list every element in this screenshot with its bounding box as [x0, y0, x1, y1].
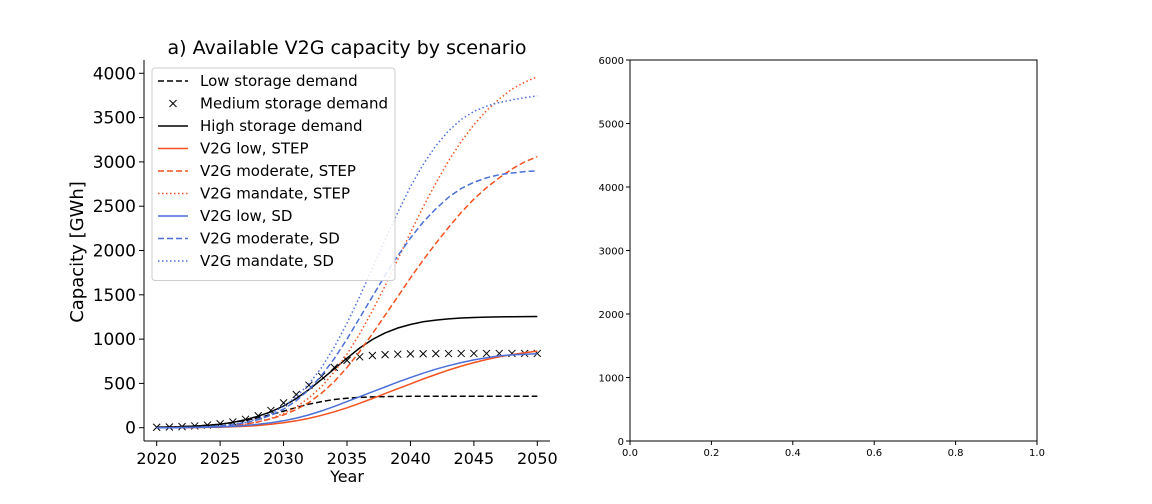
y-tick-label: 4000: [599, 183, 624, 194]
chart-b-ticks: 0.0 0.2 0.4 0.6 0.8 1.0 0 1000 2000 3000 4000 5000 6…: [599, 56, 1045, 459]
chart-a-title: a) Available V2G capacity by scenario: [167, 37, 526, 59]
y-tick-label: 3000: [93, 153, 136, 173]
data-point-marker: [152, 423, 161, 432]
x-tick-label: 2035: [327, 449, 368, 468]
legend-entry: V2G mandate, STEP: [158, 185, 350, 203]
x-tick-label: 0.4: [785, 448, 801, 459]
data-point-marker: [406, 350, 415, 358]
data-point-marker: [368, 351, 377, 360]
legend-entry: V2G moderate, STEP: [158, 162, 356, 180]
data-point-marker: [355, 352, 364, 361]
chart-a-xlabel: Year: [329, 467, 364, 486]
legend-label: Medium storage demand: [200, 95, 388, 113]
data-point-marker: [470, 349, 478, 358]
series-line: [156, 315, 538, 429]
x-tick-label: 2045: [454, 449, 495, 468]
x-tick-label: 1.0: [1029, 448, 1045, 459]
x-tick-label: 2030: [263, 449, 304, 468]
series-line: [156, 350, 538, 429]
y-tick-label: 1000: [93, 330, 136, 350]
legend-entry: V2G low, SD: [158, 207, 292, 225]
y-tick-label: 5000: [599, 120, 624, 131]
legend-entry: Low storage demand: [158, 72, 358, 90]
legend-label: V2G mandate, SD: [200, 252, 334, 270]
y-tick-label: 0: [125, 419, 136, 439]
legend-label: V2G low, SD: [200, 207, 292, 225]
y-tick-label: 0: [618, 437, 624, 448]
series-line: [156, 76, 538, 429]
chart-b-frame: [629, 59, 1038, 442]
chart-a-legend: Low storage demand Medium storage demand H…: [151, 67, 396, 281]
legend-box: [151, 67, 396, 281]
chart-a-ylabel: Capacity [GWh]: [67, 181, 88, 323]
y-tick-label: 2500: [93, 197, 136, 217]
legend-label: V2G moderate, STEP: [200, 162, 356, 180]
y-tick-label: 2000: [599, 310, 624, 321]
x-tick-label: 0.6: [866, 448, 882, 459]
x-tick-label: 0.8: [948, 448, 964, 459]
y-tick-label: 1500: [93, 286, 136, 306]
legend-label: V2G moderate, SD: [200, 230, 340, 248]
legend-entry: V2G moderate, SD: [158, 230, 340, 248]
chart-a-plot-area: [152, 76, 542, 432]
legend-entry: V2G low, STEP: [158, 140, 309, 158]
y-tick-label: 500: [104, 374, 136, 394]
chart-a-ticks: 2020 2025 2030 2035 2040 2045 2050 0 500 1000 1500…: [93, 64, 558, 468]
data-point-marker: [431, 349, 440, 358]
data-point-marker: [381, 350, 389, 359]
legend-label: V2G low, STEP: [200, 140, 309, 158]
x-tick-label: 2020: [136, 449, 177, 468]
y-tick-label: 3000: [599, 247, 624, 258]
x-tick-label: 2040: [390, 449, 431, 468]
x-tick-label: 2025: [200, 449, 241, 468]
x-tick-label: 2050: [517, 449, 558, 468]
legend-entry: Medium storage demand: [169, 95, 388, 113]
legend-label: Low storage demand: [200, 72, 358, 90]
series-line: [156, 170, 538, 429]
legend-entry: V2G mandate, SD: [158, 252, 334, 270]
series-line: [156, 352, 538, 429]
y-tick-label: 3500: [93, 109, 136, 129]
y-tick-label: 6000: [599, 56, 624, 67]
series-line: [156, 95, 538, 429]
x-tick-label: 0.0: [622, 448, 638, 459]
legend-label: V2G mandate, STEP: [200, 185, 350, 203]
data-point-marker: [457, 349, 466, 358]
data-point-marker: [482, 349, 491, 358]
data-point-marker: [393, 350, 402, 359]
data-point-marker: [508, 349, 516, 358]
chart-a: a) Available V2G capacity by scenario 20…: [67, 37, 558, 486]
data-point-marker: [444, 349, 453, 358]
legend-entry: High storage demand: [158, 117, 363, 135]
legend-label: High storage demand: [200, 117, 363, 135]
y-tick-label: 4000: [93, 64, 136, 84]
y-tick-label: 2000: [93, 242, 136, 262]
y-tick-label: 1000: [599, 374, 624, 385]
x-tick-label: 0.2: [703, 448, 719, 459]
chart-b: 0.0 0.2 0.4 0.6 0.8 1.0 0 1000 2000 3000 4000 5000 6…: [599, 56, 1045, 459]
data-point-marker: [419, 349, 427, 358]
